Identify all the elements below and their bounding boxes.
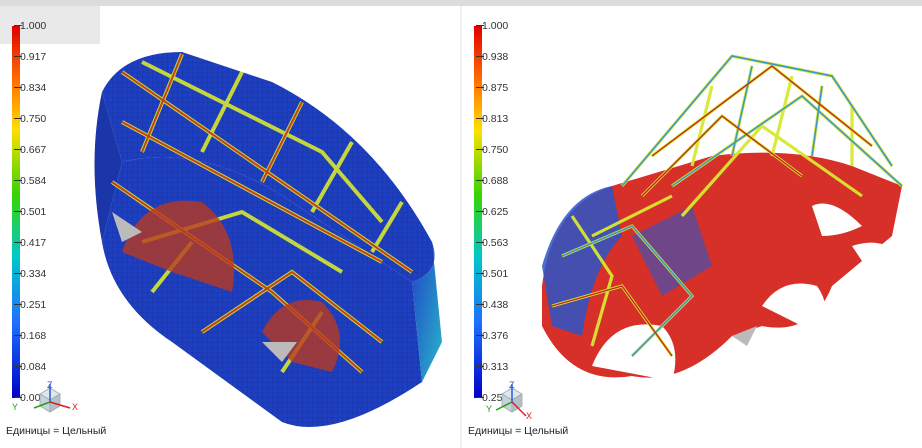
y-axis-icon	[33, 401, 51, 409]
y-axis-icon	[495, 401, 513, 411]
color-legend-ticks: 1.000 0.917 0.834 0.750 0.667 0.584 0.50…	[13, 20, 80, 404]
legend-tick: 0.750	[13, 113, 47, 125]
left-view-panel[interactable]: 1.000 0.917 0.834 0.750 0.667 0.584 0.50…	[0, 6, 460, 448]
legend-tick: 0.813	[475, 113, 509, 125]
legend-tick: 0.688	[475, 175, 509, 187]
axis-triad	[33, 384, 71, 413]
legend-tick: 0.834	[13, 82, 47, 94]
legend-tick: 1.000	[475, 20, 509, 32]
z-axis-label: Z	[509, 380, 515, 390]
y-axis-label: Y	[486, 404, 493, 414]
top-border	[0, 0, 922, 6]
legend-tick: 0.376	[475, 330, 509, 342]
legend-tick: 0.084	[13, 361, 47, 373]
legend-tick: 0.938	[475, 51, 509, 63]
y-axis-label: Y	[12, 402, 19, 412]
legend-tick: 0.417	[13, 237, 47, 249]
legend-tick: 0.438	[475, 299, 509, 311]
units-label: Единицы = Цельный	[6, 425, 107, 437]
color-legend-bar	[474, 26, 482, 398]
legend-tick: 0.875	[475, 82, 509, 94]
legend-tick: 0.584	[13, 175, 47, 187]
legend-tick: 1.000	[13, 20, 47, 32]
color-legend-ticks: 1.000 0.938 0.875 0.813 0.750 0.688 0.62…	[475, 20, 542, 404]
axis-triad	[495, 384, 527, 417]
legend-tick: 0.168	[13, 330, 47, 342]
legend-tick: 0.501	[13, 206, 47, 218]
legend-tick: 0.313	[475, 361, 509, 373]
legend-tick: 0.917	[13, 51, 47, 63]
legend-tick: 0.334	[13, 268, 47, 280]
x-axis-label: X	[526, 411, 533, 421]
right-view-panel[interactable]: 1.000 0.938 0.875 0.813 0.750 0.688 0.62…	[462, 6, 922, 448]
units-label: Единицы = Цельный	[468, 425, 569, 437]
x-axis-icon	[511, 401, 527, 417]
z-axis-label: Z	[47, 380, 53, 390]
car-body-density-model[interactable]	[82, 42, 462, 442]
car-frame-density-model[interactable]	[532, 36, 922, 396]
legend-tick: 0.667	[13, 144, 47, 156]
x-axis-label: X	[72, 402, 79, 412]
legend-tick: 0.563	[475, 237, 509, 249]
legend-tick: 0.750	[475, 144, 509, 156]
legend-tick: 0.251	[13, 299, 47, 311]
panel-divider	[460, 6, 462, 448]
legend-tick: 0.501	[475, 268, 509, 280]
x-axis-icon	[49, 401, 71, 409]
legend-tick: 0.625	[475, 206, 509, 218]
color-legend-bar	[12, 26, 20, 398]
